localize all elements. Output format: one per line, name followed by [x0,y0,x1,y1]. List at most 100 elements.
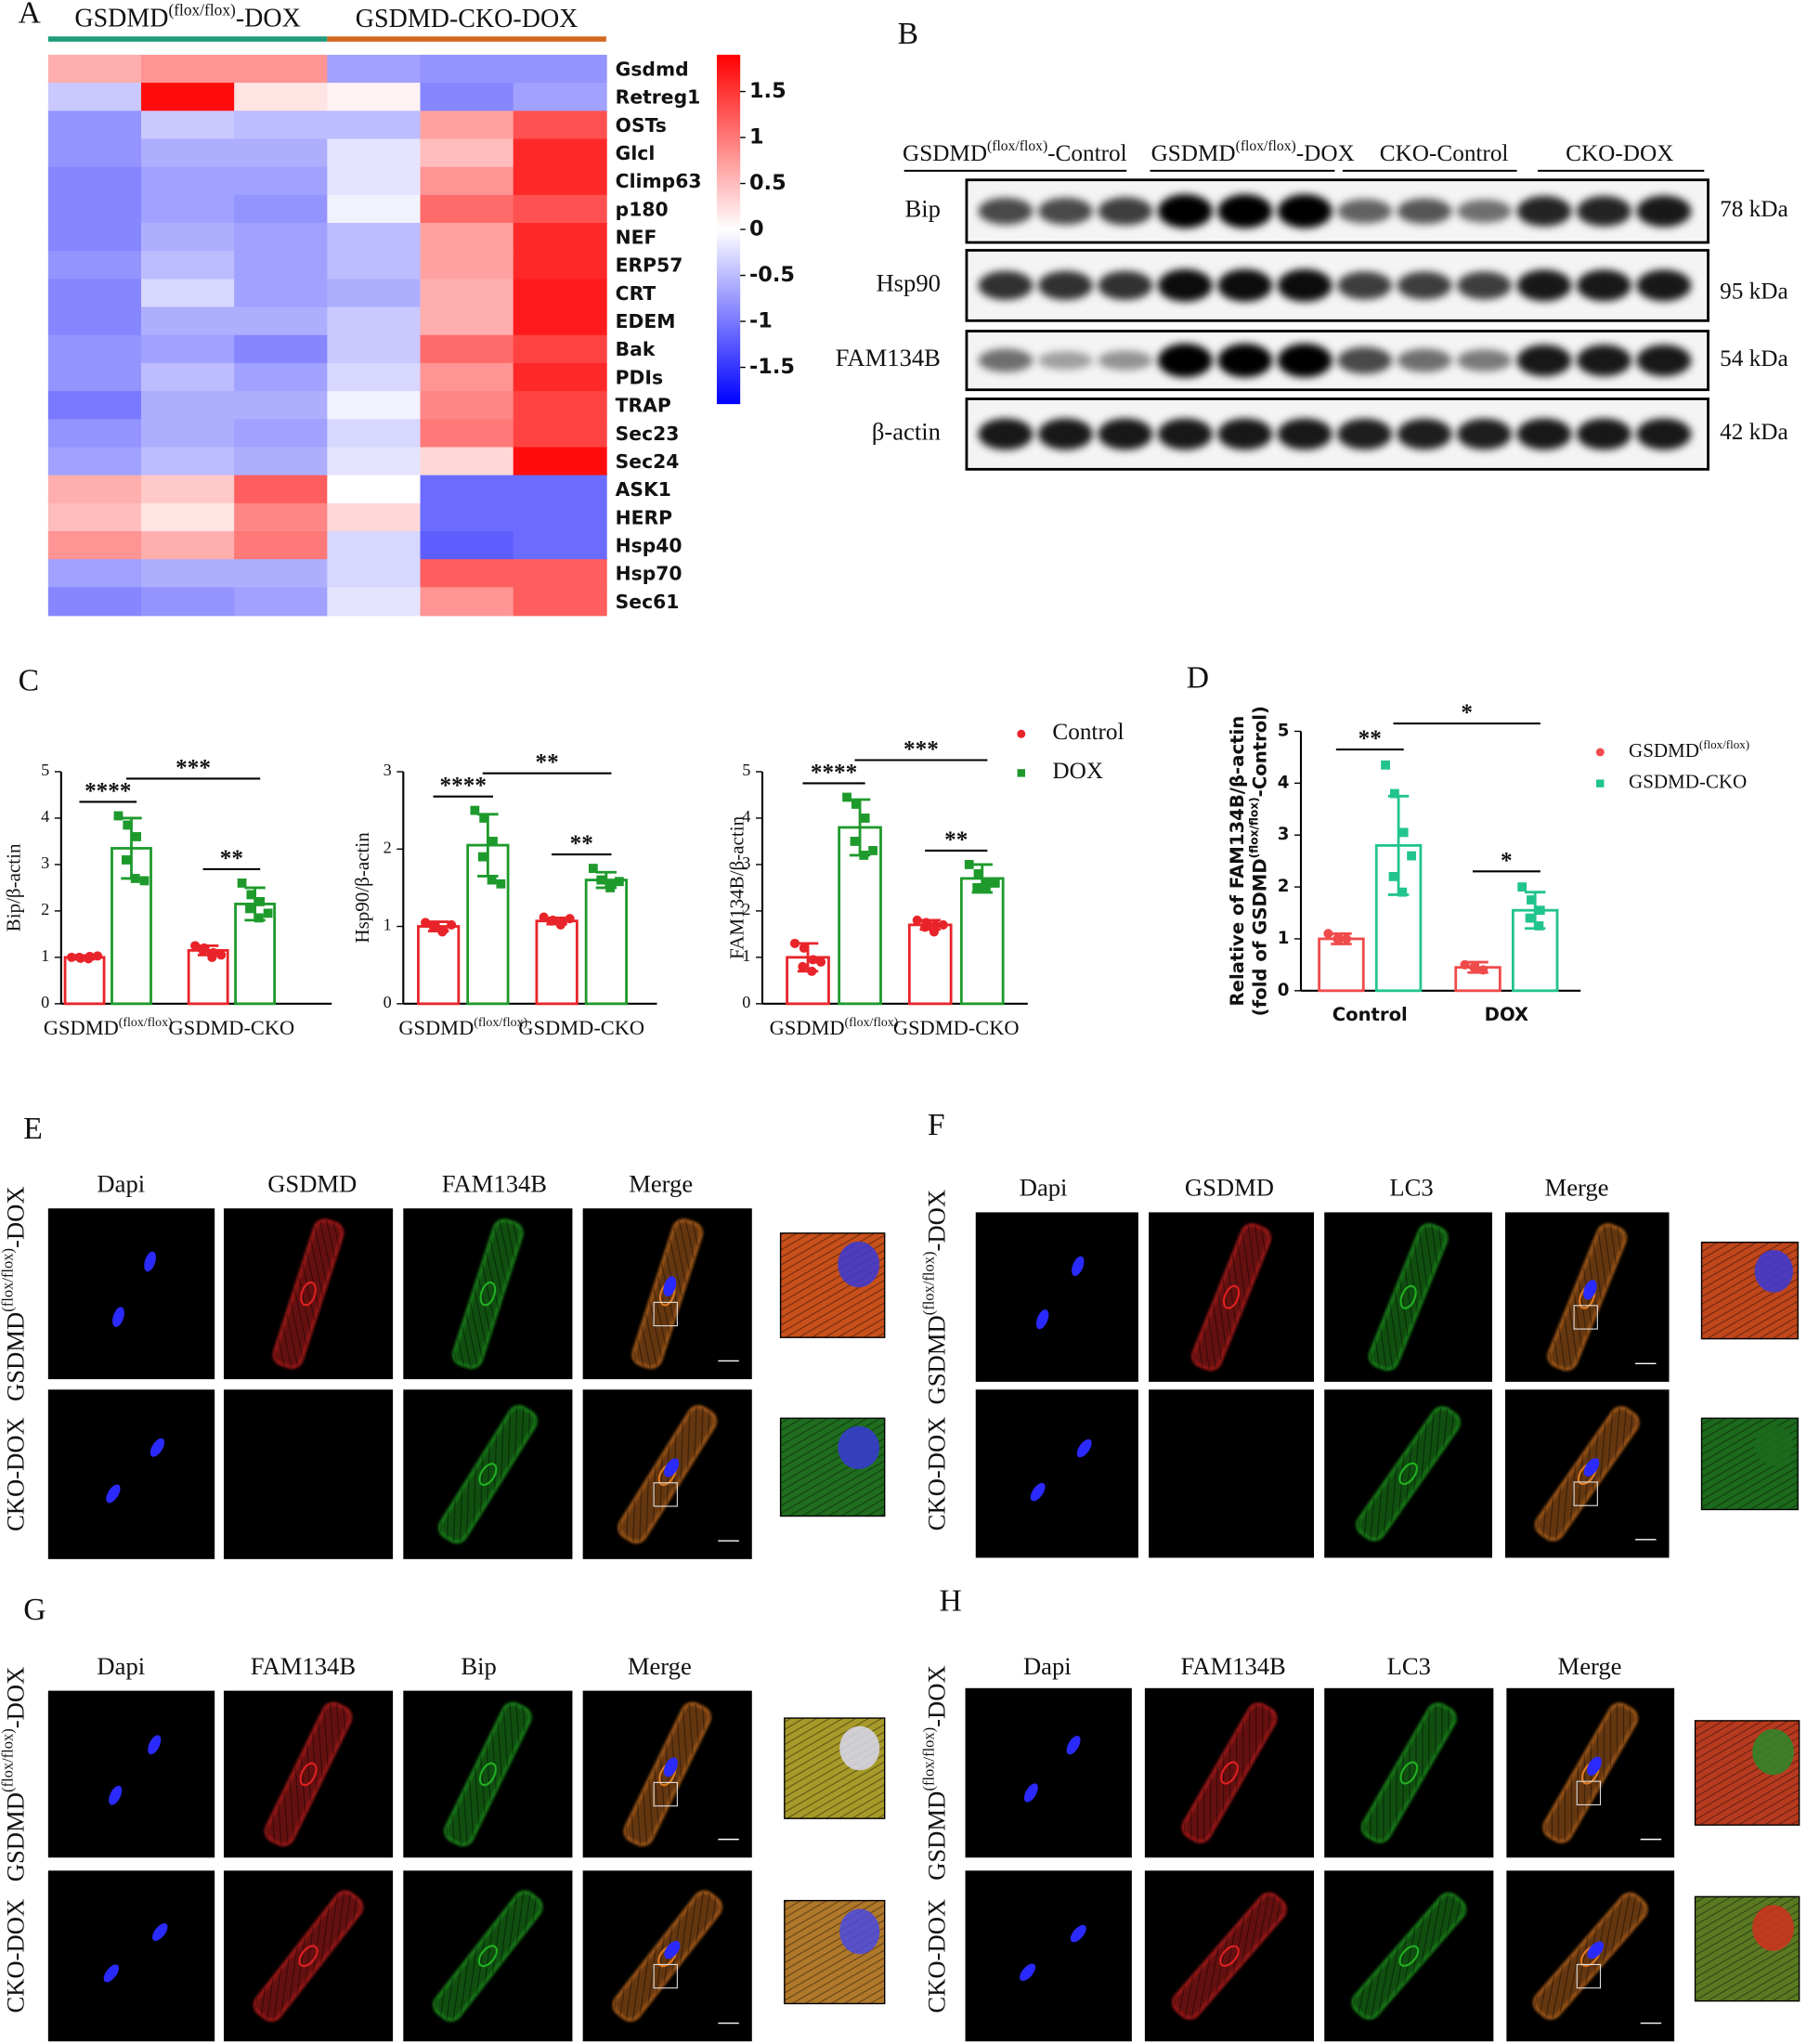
y-tick-label: 2 [742,900,750,918]
data-point [477,852,488,862]
data-point [1398,887,1408,897]
y-tick-label: 1 [384,916,392,934]
heatmap-cell [141,447,236,476]
heatmap-cell [47,279,142,308]
row-label: ASK1 [616,478,671,501]
heatmap-cell [327,447,422,476]
blot-band [1098,270,1153,301]
nucleus [112,1307,124,1327]
x-tick-label: Control [1332,1004,1408,1025]
row-label: ERP57 [616,254,683,277]
protein-label: β-actin [872,418,941,446]
perinuclear [1399,1761,1419,1785]
heatmap-cell [327,502,422,532]
colorbar-tick-label: -0.5 [749,263,795,287]
stain-label: Merge [628,1652,692,1680]
heatmap-cell [234,83,329,112]
heatmap-cell [47,559,142,589]
colorbar-tick-label: 0.5 [749,171,786,195]
bar [1318,937,1365,993]
data-point [1381,760,1390,770]
heatmap-cell [234,502,329,532]
nucleus [663,1757,678,1777]
blot-band [1516,196,1572,227]
stain-label: FAM134B [1180,1652,1285,1680]
heatmap-cell [420,83,514,112]
data-point [93,951,103,961]
row-label: Glcl [616,142,656,164]
heatmap-cell [420,111,514,140]
heatmap-cell [420,362,514,392]
cell-texture [453,1219,523,1368]
nucleus [1070,1924,1086,1943]
significance-label: ** [536,750,559,775]
cell-texture [1362,1703,1456,1842]
nucleus [150,1438,165,1457]
data-point [982,883,991,892]
y-tick-label: 0 [742,993,750,1011]
data-point [1332,933,1343,944]
heatmap-cell [327,223,422,253]
blot-group-label: GSDMD(flox/flox)-Control [903,138,1127,166]
blot-band [1577,345,1632,377]
heatmap-cell [47,475,142,504]
heatmap-cell [47,166,142,196]
heatmap-cell [234,587,329,617]
significance-label: * [1461,700,1473,725]
blot-band [1337,418,1393,450]
data-point [555,919,566,930]
heatmap-cell [420,447,514,476]
data-point [938,919,948,930]
blot-band [1157,268,1213,303]
data-point [789,938,800,948]
heatmap-cell [327,194,422,224]
blot-band [978,418,1034,450]
y-tick-label: 3 [1278,825,1290,844]
cell-texture [274,1219,343,1368]
data-point [1389,788,1399,799]
blot-band [1098,350,1153,371]
inset-nucleus [839,1908,880,1955]
panel-label: E [23,1112,43,1146]
perinuclear [1220,1761,1239,1785]
cell [1547,1223,1627,1371]
heatmap-cell [47,531,142,561]
data-point [1323,929,1333,939]
heatmap-cell [513,194,607,224]
micrograph [975,1212,1138,1382]
bar [584,879,628,1006]
zoom-box [1573,1481,1598,1506]
row-label: CKO-DOX [2,1417,30,1531]
data-point [799,943,809,953]
cell [109,1735,162,1805]
colorbar-tick-label: -1.5 [749,355,795,379]
bar [417,925,461,1006]
heatmap-cell [234,223,329,253]
row-label: CKO-DOX [923,1416,951,1530]
cell-texture [254,1892,362,2021]
heatmap-cell [513,83,607,112]
zoom-box [653,1963,678,1989]
heatmap-cell [513,54,607,84]
row-label: p180 [616,198,669,220]
y-tick-label: 5 [1278,721,1290,740]
significance-label: **** [811,760,857,785]
y-tick-label: 3 [742,853,750,872]
cell [618,1405,717,1543]
heatmap-cell [513,531,607,561]
zoom-box [653,1482,678,1507]
row-label: CRT [616,282,656,305]
heatmap-cell [234,194,329,224]
heatmap-cell [513,251,607,280]
significance-label: **** [84,778,131,803]
blot-band [1277,268,1332,303]
significance-label: *** [904,736,939,762]
heatmap-cell [420,419,514,449]
data-point [859,851,869,860]
stain-label: Merge [1545,1174,1609,1202]
heatmap-cell [234,362,329,392]
panel-label: B [898,17,918,51]
heatmap-cell [141,362,236,392]
row-label: OSTs [616,114,667,137]
micrograph [47,1690,215,1858]
